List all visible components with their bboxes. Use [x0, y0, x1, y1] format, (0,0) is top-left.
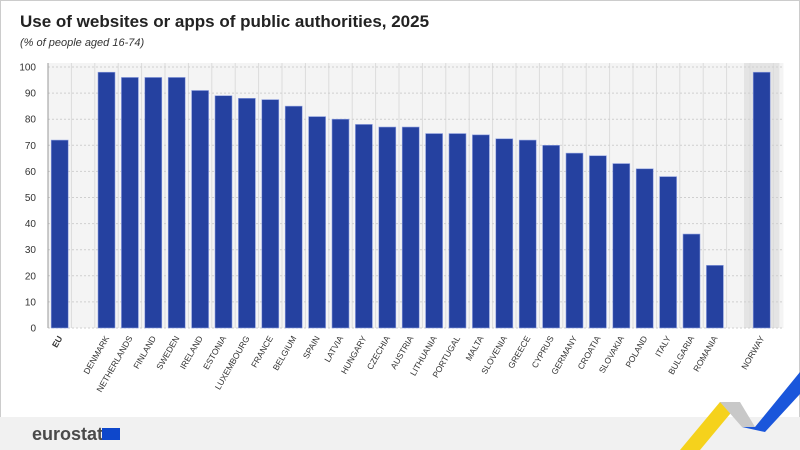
chart-subtitle: (% of people aged 16-74) — [20, 37, 145, 49]
bar — [612, 163, 631, 329]
bar — [682, 233, 701, 329]
bar — [50, 139, 69, 329]
x-tick-label: POLAND — [623, 334, 649, 369]
bar — [238, 98, 256, 329]
y-tick-label: 40 — [25, 219, 37, 230]
bar — [659, 176, 677, 329]
bar — [97, 71, 116, 329]
x-tick-label: ITALY — [653, 334, 673, 359]
bar — [425, 133, 443, 329]
x-tick-label: FRANCE — [249, 334, 275, 370]
bar — [261, 99, 280, 329]
x-tick-label: SPAIN — [301, 334, 322, 361]
x-tick-label: LATVIA — [322, 334, 345, 364]
chart-title: Use of websites or apps of public author… — [20, 12, 430, 31]
bar — [448, 133, 467, 329]
y-tick-label: 60 — [25, 167, 37, 178]
bar — [518, 139, 537, 329]
y-tick-label: 80 — [25, 115, 37, 126]
bar — [378, 126, 397, 329]
bar — [284, 105, 303, 329]
bar — [355, 124, 373, 329]
bar — [144, 77, 163, 329]
bar — [214, 95, 233, 329]
y-tick-label: 90 — [25, 89, 37, 100]
bar — [495, 138, 514, 329]
bar — [401, 126, 420, 329]
bar — [331, 118, 350, 329]
bar — [542, 145, 560, 329]
x-tick-label: MALTA — [463, 334, 485, 363]
y-tick-label: 0 — [30, 324, 36, 335]
y-tick-label: 10 — [25, 297, 37, 308]
decorative-chevron-icon — [680, 372, 800, 450]
bar — [635, 168, 654, 329]
eu-flag-icon — [102, 428, 120, 440]
y-tick-label: 100 — [19, 63, 36, 74]
bar — [121, 77, 139, 329]
bar — [589, 155, 607, 329]
bar — [565, 152, 584, 329]
bar — [191, 90, 209, 329]
x-tick-label: NORWAY — [739, 334, 766, 371]
bar — [167, 77, 186, 329]
bar — [472, 134, 490, 329]
bar — [706, 265, 724, 329]
x-tick-label: BELGIUM — [271, 334, 299, 372]
eurostat-logo: eurostat — [32, 424, 104, 444]
y-tick-label: 20 — [25, 271, 37, 282]
y-tick-label: 70 — [25, 141, 37, 152]
bar — [308, 116, 326, 329]
y-tick-label: 30 — [25, 245, 37, 256]
bar — [752, 71, 771, 329]
x-tick-label: EU — [50, 334, 65, 349]
footer — [0, 417, 800, 450]
y-tick-label: 50 — [25, 193, 37, 204]
